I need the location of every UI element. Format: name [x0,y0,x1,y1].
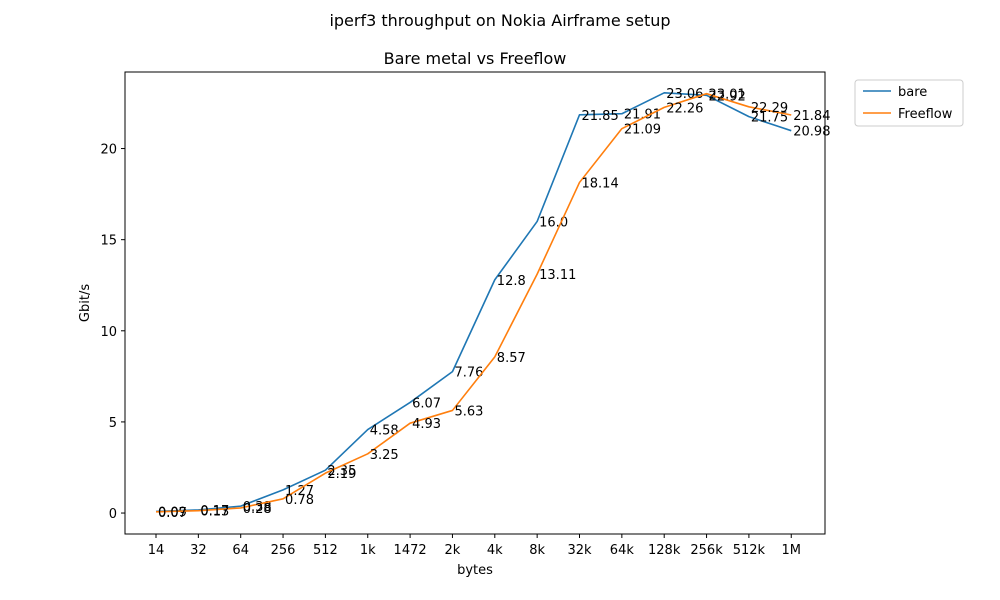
x-tick-label: 14 [148,543,165,558]
data-label: 2.19 [327,467,356,482]
y-axis-label: Gbit/s [78,284,93,322]
x-tick-label: 8k [529,543,545,558]
data-label: 0.09 [158,505,187,520]
x-tick-label: 128k [648,543,681,558]
y-tick-label: 10 [100,325,117,340]
data-label: 6.07 [412,396,441,411]
y-tick-label: 5 [109,416,117,431]
chart-title: Bare metal vs Freeflow [384,49,567,68]
x-tick-label: 4k [487,543,503,558]
data-label: 23.01 [709,88,746,103]
data-label: 20.98 [793,125,830,140]
data-label: 2.35 [327,464,356,479]
plot-frame [124,71,826,535]
data-label: 4.93 [412,417,441,432]
data-label: 21.84 [793,109,830,124]
data-label: 16.0 [539,215,568,230]
data-label: 0.78 [285,493,314,508]
x-tick-label: 64k [610,543,635,558]
x-tick-label: 256k [690,543,723,558]
data-label: 23.06 [666,87,703,102]
y-tick-label: 15 [100,234,117,249]
x-tick-label: 32 [190,543,207,558]
x-axis-label: bytes [457,563,493,578]
data-label: 12.8 [497,274,526,289]
x-tick-label: 1k [360,543,376,558]
data-label: 8.57 [497,351,526,366]
x-tick-label: 2k [445,543,461,558]
data-label: 5.63 [454,404,483,419]
series-line-0 [155,91,792,513]
x-tick-label: 512 [313,543,338,558]
x-tick-label: 256 [271,543,296,558]
data-label: 4.58 [370,424,399,439]
y-tick-label: 20 [100,143,117,158]
chart-suptitle: iperf3 throughput on Nokia Airframe setu… [329,11,670,30]
data-label: 21.85 [582,109,619,124]
x-tick-label: 1472 [394,543,427,558]
data-label: 0.17 [200,504,229,519]
data-label: 18.14 [582,176,619,191]
legend: bare Freeflow [854,79,964,127]
y-tick-label: 0 [109,507,117,522]
plot-area: 0.09 0.17 0.38 1.27 2.35 4.58 6.07 7.76 12.8 16.0… [155,87,830,521]
data-label: 21.91 [624,108,661,123]
x-tick-label: 1M [782,543,802,558]
data-label: 22.92 [709,89,746,104]
x-tick-label: 32k [567,543,592,558]
data-label: 0.13 [200,505,229,520]
legend-label: bare [898,85,927,100]
data-label: 13.11 [539,268,576,283]
data-label: 21.09 [624,123,661,138]
data-label: 22.26 [666,101,703,116]
x-tick-label: 512k [733,543,766,558]
legend-label: Freeflow [898,107,953,122]
data-label: 3.25 [370,448,399,463]
data-label: 0.07 [158,506,187,521]
data-label: 0.28 [243,502,272,517]
data-label: 7.76 [454,366,483,381]
series-line-1 [155,92,792,513]
data-label: 21.75 [751,111,788,126]
data-label: 22.29 [751,101,788,116]
data-label: 1.27 [285,484,314,499]
data-label: 0.38 [243,500,272,515]
x-tick-label: 64 [232,543,249,558]
